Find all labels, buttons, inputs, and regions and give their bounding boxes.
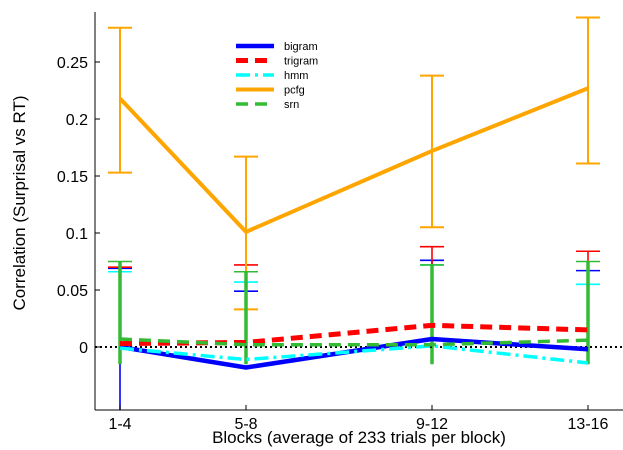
legend-label-hmm: hmm — [284, 70, 308, 82]
y-tick-label: 0.2 — [66, 112, 88, 129]
legend-label-srn: srn — [284, 99, 299, 111]
x-tick-label: 9-12 — [416, 416, 448, 433]
axes: 0 0.05 0.1 0.15 0.2 0.25 1-4 5-8 9-12 13-16 — [57, 12, 623, 433]
y-tick-label: 0.15 — [57, 169, 88, 186]
x-axis-label: Blocks (average of 233 trials per block) — [212, 428, 506, 447]
y-axis-label: Correlation (Surprisal vs RT) — [10, 95, 29, 310]
y-tick-label: 0.1 — [66, 226, 88, 243]
y-tick-label: 0.25 — [57, 55, 88, 72]
x-tick-label: 1-4 — [108, 416, 131, 433]
series-line-pcfg — [118, 86, 589, 234]
x-tick-label: 5-8 — [234, 416, 257, 433]
legend: bigram trigram hmm pcfg srn — [236, 41, 318, 111]
y-tick-label: 0.05 — [57, 283, 88, 300]
series-line-hmm — [119, 344, 589, 365]
legend-label-trigram: trigram — [284, 56, 318, 68]
x-tick-label: 13-16 — [568, 416, 609, 433]
series-line-trigram — [119, 322, 589, 347]
legend-label-bigram: bigram — [284, 41, 318, 53]
legend-label-pcfg: pcfg — [284, 85, 305, 97]
y-tick-label: 0 — [79, 340, 88, 357]
series-line-srn — [119, 337, 589, 347]
plot-area — [95, 16, 623, 410]
